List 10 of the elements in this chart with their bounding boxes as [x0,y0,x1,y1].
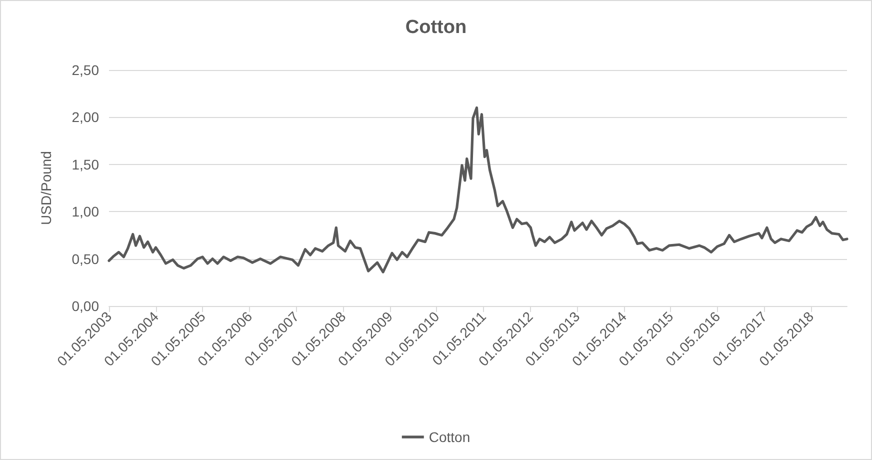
y-axis-title: USD/Pound [38,151,54,225]
y-tick-label: 1,50 [72,156,100,172]
line-series [108,106,848,274]
y-tick-label: 0,00 [72,298,100,314]
legend-label: Cotton [428,429,470,445]
chart-title: Cotton [405,17,467,38]
y-tick-label: 1,00 [72,204,100,220]
y-tick-label: 2,50 [72,62,100,78]
y-tick-label: 2,00 [72,109,100,126]
y-tick-label: 0,50 [72,250,100,267]
